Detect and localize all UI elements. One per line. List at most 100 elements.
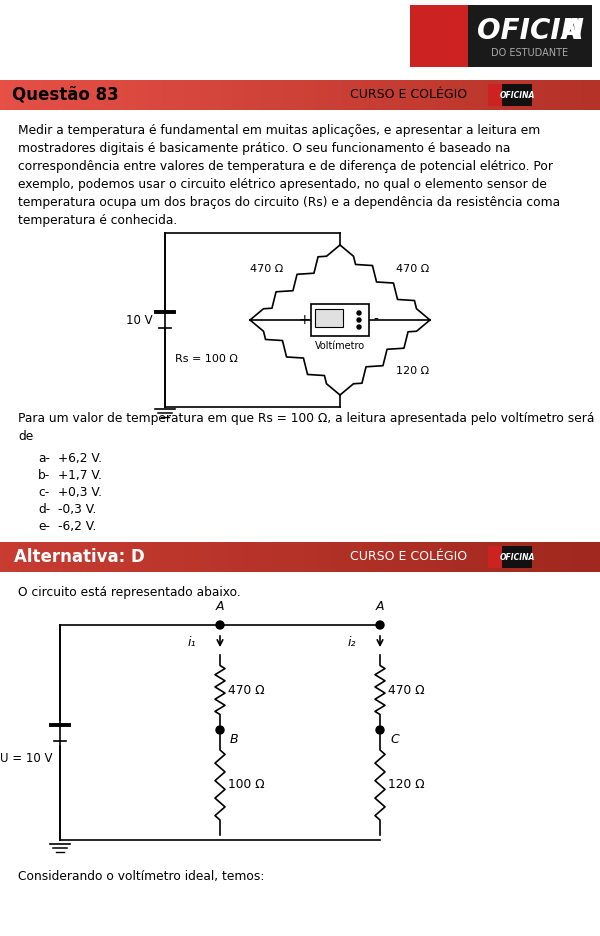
- Bar: [225, 80, 229, 110]
- Bar: [102, 542, 106, 572]
- Bar: [6, 80, 10, 110]
- Bar: [165, 542, 169, 572]
- Bar: [444, 80, 448, 110]
- Bar: [327, 542, 331, 572]
- Bar: [480, 542, 484, 572]
- Text: O circuito está representado abaixo.: O circuito está representado abaixo.: [18, 586, 241, 599]
- Bar: [153, 80, 157, 110]
- Bar: [18, 542, 22, 572]
- Bar: [531, 542, 535, 572]
- Bar: [410, 5, 468, 67]
- Text: c-: c-: [38, 486, 49, 499]
- Bar: [351, 542, 355, 572]
- Bar: [123, 80, 127, 110]
- Text: 470 Ω: 470 Ω: [250, 264, 284, 273]
- Circle shape: [216, 621, 224, 629]
- Bar: [117, 542, 121, 572]
- Text: correspondência entre valores de temperatura e de diferença de potencial elétric: correspondência entre valores de tempera…: [18, 160, 553, 173]
- Bar: [594, 80, 598, 110]
- Bar: [15, 80, 19, 110]
- Bar: [117, 80, 121, 110]
- Bar: [519, 80, 523, 110]
- Bar: [246, 542, 250, 572]
- Bar: [501, 542, 505, 572]
- Bar: [378, 542, 382, 572]
- Bar: [54, 542, 58, 572]
- Bar: [488, 84, 502, 106]
- Bar: [504, 542, 508, 572]
- Bar: [339, 80, 343, 110]
- Bar: [597, 542, 600, 572]
- Bar: [468, 542, 472, 572]
- Bar: [432, 80, 436, 110]
- Bar: [216, 80, 220, 110]
- Bar: [582, 80, 586, 110]
- Bar: [504, 80, 508, 110]
- Bar: [414, 80, 418, 110]
- Bar: [9, 542, 13, 572]
- Bar: [60, 80, 64, 110]
- Bar: [570, 542, 574, 572]
- Bar: [189, 80, 193, 110]
- Bar: [192, 542, 196, 572]
- Bar: [471, 80, 475, 110]
- Bar: [30, 80, 34, 110]
- Bar: [363, 542, 367, 572]
- Bar: [207, 80, 211, 110]
- Bar: [195, 80, 199, 110]
- Bar: [354, 542, 358, 572]
- Bar: [33, 542, 37, 572]
- Bar: [228, 80, 232, 110]
- Bar: [69, 80, 73, 110]
- Bar: [552, 542, 556, 572]
- Bar: [93, 80, 97, 110]
- Bar: [21, 542, 25, 572]
- Bar: [513, 80, 517, 110]
- Bar: [273, 80, 277, 110]
- Bar: [324, 80, 328, 110]
- Bar: [186, 542, 190, 572]
- Bar: [39, 80, 43, 110]
- Bar: [567, 542, 571, 572]
- Bar: [51, 80, 55, 110]
- Text: CURSO E COLÉGIO: CURSO E COLÉGIO: [350, 89, 467, 101]
- Bar: [393, 542, 397, 572]
- Bar: [426, 80, 430, 110]
- Bar: [252, 80, 256, 110]
- Bar: [318, 542, 322, 572]
- Bar: [462, 80, 466, 110]
- Bar: [72, 542, 76, 572]
- Bar: [159, 542, 163, 572]
- Text: Alternativa: D: Alternativa: D: [14, 548, 145, 566]
- Bar: [558, 80, 562, 110]
- Bar: [180, 80, 184, 110]
- Bar: [519, 542, 523, 572]
- Bar: [489, 542, 493, 572]
- Bar: [84, 80, 88, 110]
- Bar: [216, 542, 220, 572]
- Bar: [453, 542, 457, 572]
- Bar: [288, 542, 292, 572]
- Bar: [177, 80, 181, 110]
- Bar: [309, 542, 313, 572]
- Bar: [63, 542, 67, 572]
- Bar: [138, 80, 142, 110]
- Bar: [408, 542, 412, 572]
- Bar: [552, 80, 556, 110]
- Bar: [204, 542, 208, 572]
- Bar: [282, 80, 286, 110]
- Bar: [66, 80, 70, 110]
- Bar: [141, 80, 145, 110]
- Bar: [450, 80, 454, 110]
- Bar: [219, 542, 223, 572]
- Bar: [21, 80, 25, 110]
- Bar: [177, 542, 181, 572]
- Bar: [42, 80, 46, 110]
- Bar: [24, 80, 28, 110]
- Text: d-: d-: [38, 503, 50, 516]
- Bar: [240, 542, 244, 572]
- Bar: [285, 542, 289, 572]
- Bar: [502, 546, 532, 568]
- Bar: [384, 542, 388, 572]
- Bar: [468, 80, 472, 110]
